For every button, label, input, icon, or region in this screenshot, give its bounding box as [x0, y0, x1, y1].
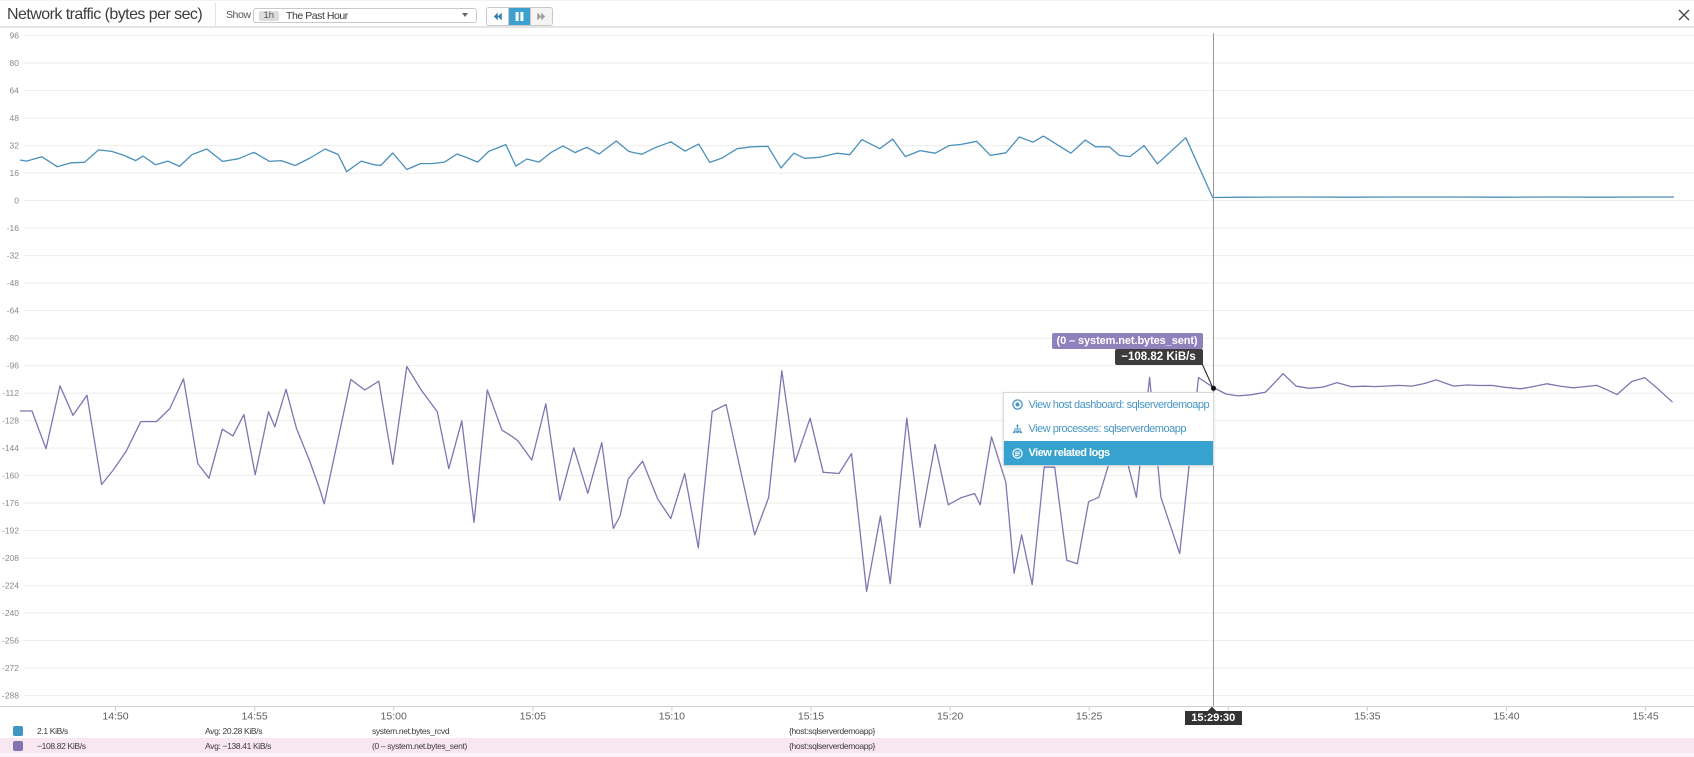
svg-text:-64: -64 — [7, 306, 20, 316]
svg-text:96: 96 — [10, 31, 20, 41]
svg-text:15:45: 15:45 — [1632, 711, 1658, 723]
svg-text:-208: -208 — [2, 553, 19, 563]
svg-text:32: 32 — [10, 141, 20, 151]
svg-text:-80: -80 — [7, 333, 20, 343]
svg-text:15:05: 15:05 — [520, 711, 546, 723]
svg-text:15:25: 15:25 — [1076, 711, 1102, 723]
svg-text:15:15: 15:15 — [798, 711, 824, 723]
svg-text:0: 0 — [14, 196, 19, 206]
svg-text:14:50: 14:50 — [102, 711, 128, 723]
svg-text:-192: -192 — [2, 526, 19, 536]
svg-text:-32: -32 — [7, 251, 20, 261]
svg-text:-144: -144 — [2, 443, 19, 453]
svg-text:15:00: 15:00 — [381, 711, 407, 723]
svg-text:-16: -16 — [7, 223, 20, 233]
svg-text:-96: -96 — [7, 361, 20, 371]
svg-text:-176: -176 — [2, 498, 19, 508]
svg-text:15:10: 15:10 — [659, 711, 685, 723]
svg-text:15:35: 15:35 — [1354, 711, 1380, 723]
svg-text:16: 16 — [10, 168, 20, 178]
svg-text:-112: -112 — [3, 388, 20, 398]
svg-text:-256: -256 — [2, 636, 19, 646]
svg-text:-128: -128 — [2, 416, 19, 426]
svg-text:-160: -160 — [2, 471, 19, 481]
svg-text:-272: -272 — [2, 663, 19, 673]
svg-text:14:55: 14:55 — [241, 711, 267, 723]
svg-text:-240: -240 — [2, 608, 19, 618]
svg-text:-48: -48 — [7, 278, 20, 288]
svg-text:80: 80 — [10, 58, 20, 68]
svg-text:64: 64 — [10, 86, 20, 96]
svg-text:15:20: 15:20 — [937, 711, 963, 723]
svg-text:48: 48 — [10, 113, 20, 123]
svg-text:-288: -288 — [2, 691, 19, 701]
svg-text:15:40: 15:40 — [1493, 711, 1519, 723]
svg-text:-224: -224 — [2, 581, 19, 591]
